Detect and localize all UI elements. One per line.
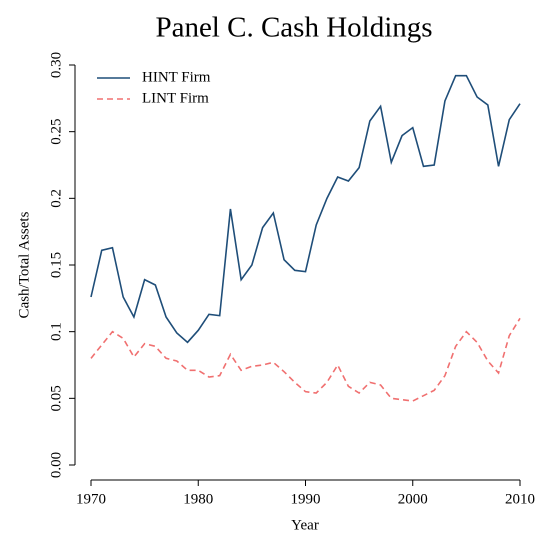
- x-tick-label: 1980: [183, 491, 213, 507]
- y-tick-label: 0.2: [48, 189, 64, 208]
- series-line: [90, 74, 521, 344]
- y-tick-label: 0.1: [48, 322, 64, 341]
- y-tick-label: 0.00: [48, 452, 64, 478]
- legend-label: LINT Firm: [142, 90, 209, 106]
- x-tick-label: 1970: [76, 491, 106, 507]
- x-tick-label: 2010: [505, 491, 535, 507]
- legend-label: HINT Firm: [142, 69, 211, 85]
- y-tick-label: 0.25: [48, 119, 64, 145]
- y-tick-label: 0.15: [48, 252, 64, 278]
- y-tick-label: 0.30: [48, 52, 64, 78]
- y-tick-label: 0.05: [48, 385, 64, 411]
- series-line: [90, 317, 521, 402]
- x-tick-label: 1990: [291, 491, 321, 507]
- x-tick-label: 2000: [398, 491, 428, 507]
- y-axis-label: Cash/Total Assets: [16, 211, 32, 318]
- chart-title: Panel C. Cash Holdings: [155, 12, 432, 44]
- x-axis-label: Year: [291, 517, 319, 533]
